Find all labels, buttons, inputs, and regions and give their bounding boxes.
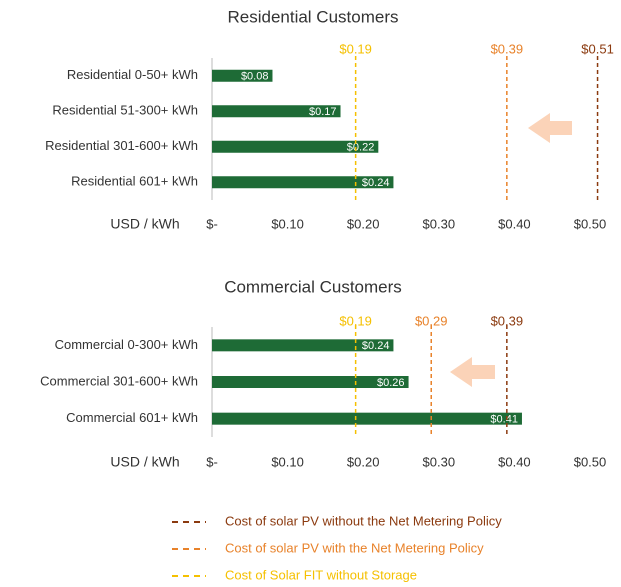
reference-label: $0.39 [491, 41, 524, 56]
x-axis-label: USD / kWh [110, 216, 179, 232]
y-tick-label: Commercial 301-600+ kWh [40, 373, 198, 388]
x-tick-label: $0.10 [271, 454, 304, 469]
chart-title: Residential Customers [227, 7, 398, 26]
y-tick-label: Residential 0-50+ kWh [67, 67, 198, 82]
reference-label: $0.19 [339, 313, 372, 328]
x-tick-label: $0.50 [574, 216, 607, 231]
x-tick-label: $0.30 [423, 216, 456, 231]
y-tick-label: Residential 601+ kWh [71, 174, 198, 189]
y-tick-label: Commercial 601+ kWh [66, 410, 198, 425]
x-axis-label: USD / kWh [110, 454, 179, 470]
x-tick-label: $0.10 [271, 216, 304, 231]
bar [212, 105, 341, 118]
x-tick-label: $- [206, 216, 218, 231]
arrow [450, 357, 495, 387]
reference-label: $0.29 [415, 313, 448, 328]
x-tick-label: $0.40 [498, 216, 531, 231]
data-label: $0.24 [362, 340, 390, 352]
x-tick-label: $0.30 [423, 454, 456, 469]
x-tick-label: $0.20 [347, 216, 380, 231]
data-label: $0.22 [347, 142, 375, 154]
bar [212, 69, 273, 82]
data-label: $0.26 [377, 377, 405, 389]
data-label: $0.17 [309, 106, 337, 118]
bar [212, 140, 379, 153]
bar [212, 376, 409, 388]
chart-title: Commercial Customers [224, 277, 402, 296]
y-tick-label: Commercial 0-300+ kWh [55, 337, 198, 352]
data-label: $0.24 [362, 177, 390, 189]
bar [212, 339, 394, 352]
bar [212, 176, 394, 189]
legend-label: Cost of Solar FIT without Storage [225, 567, 417, 582]
y-tick-label: Residential 301-600+ kWh [45, 138, 198, 153]
legend-label: Cost of solar PV with the Net Metering P… [225, 540, 484, 555]
reference-label: $0.39 [491, 313, 524, 328]
y-tick-label: Residential 51-300+ kWh [52, 103, 198, 118]
x-tick-label: $- [206, 454, 218, 469]
data-label: $0.08 [241, 71, 269, 83]
x-tick-label: $0.20 [347, 454, 380, 469]
reference-label: $0.19 [339, 41, 372, 56]
legend-label: Cost of solar PV without the Net Meterin… [225, 513, 502, 528]
x-tick-label: $0.50 [574, 454, 607, 469]
reference-label: $0.51 [581, 41, 614, 56]
x-tick-label: $0.40 [498, 454, 531, 469]
data-label: $0.41 [490, 414, 518, 426]
arrow [528, 113, 572, 143]
bar [212, 412, 522, 425]
